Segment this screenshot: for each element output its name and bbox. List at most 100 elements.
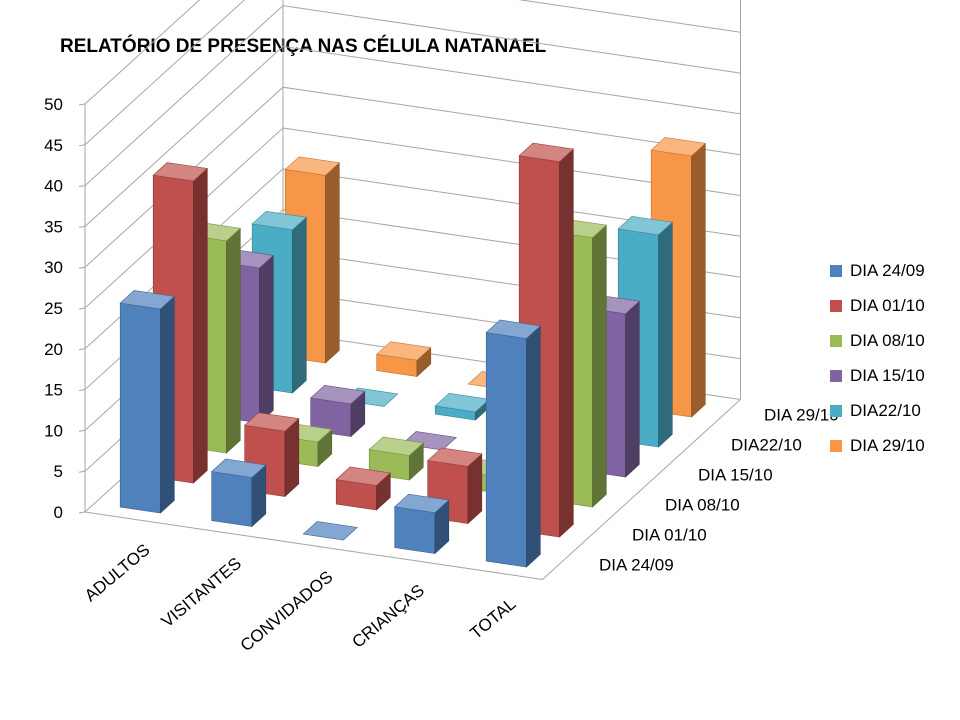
bar-side — [160, 295, 175, 514]
bar-top — [211, 458, 267, 478]
y-tick-label: 50 — [44, 95, 63, 114]
bar-top — [617, 215, 673, 236]
legend-item: DIA 24/09 — [830, 253, 925, 288]
bar-top — [310, 384, 366, 405]
y-tick — [78, 225, 86, 228]
bar-top — [427, 447, 483, 467]
bar-top — [284, 156, 340, 176]
y-tick — [78, 307, 86, 310]
y-tick — [78, 185, 86, 188]
y-tick-label: 35 — [44, 217, 63, 236]
bar-top — [152, 162, 208, 182]
y-tick — [78, 266, 86, 269]
bar-top — [394, 493, 450, 514]
depth-tick-label: DIA 29/10 — [764, 406, 839, 425]
x-tick-label: ADULTOS — [81, 540, 154, 605]
bar — [302, 521, 358, 541]
bar-top — [650, 137, 706, 157]
bar — [119, 290, 175, 514]
bar-top — [368, 436, 424, 456]
depth-tick-label: DIA 15/10 — [698, 466, 773, 485]
bar-side — [592, 224, 607, 508]
depth-tick-label: DIA22/10 — [731, 436, 802, 455]
depth-tick-label: DIA 01/10 — [632, 526, 707, 545]
x-tick-label: VISITANTES — [158, 554, 245, 632]
y-tick-label: 30 — [44, 258, 63, 277]
bar — [394, 493, 450, 555]
legend-item: DIA 08/10 — [830, 323, 925, 358]
y-tick — [78, 144, 86, 147]
bar-top — [335, 466, 391, 486]
bar-front — [119, 302, 161, 514]
bar-top — [518, 142, 574, 163]
x-tick-label: CONVIDADOS — [237, 567, 337, 655]
bar — [310, 384, 366, 438]
floor-edge — [84, 511, 543, 580]
gridline — [84, 5, 741, 186]
y-tick-label: 5 — [54, 462, 63, 481]
legend-label: DIA 15/10 — [850, 365, 925, 385]
y-tick — [78, 348, 86, 351]
legend-label: DIA 01/10 — [850, 295, 925, 315]
bar-top — [251, 210, 307, 231]
y-tick-label: 40 — [44, 177, 63, 196]
depth-tick-label: DIA 08/10 — [665, 496, 740, 515]
bar — [376, 341, 432, 378]
y-tick-label: 25 — [44, 299, 63, 318]
y-tick-label: 15 — [44, 381, 63, 400]
gridline — [84, 0, 201, 105]
bar-front — [211, 471, 253, 527]
bar-side — [193, 167, 208, 484]
legend-item: DIA 15/10 — [830, 358, 925, 393]
x-tick-label: TOTAL — [466, 594, 519, 643]
bar-side — [292, 216, 307, 394]
chart-legend: DIA 24/09 DIA 01/10 DIA 08/10 DIA 15/10 DIA2… — [830, 253, 925, 463]
depth-tick-label: DIA 24/09 — [599, 556, 674, 575]
legend-swatch — [830, 264, 842, 277]
legend-label: DIA 08/10 — [850, 330, 925, 350]
bar-front — [394, 506, 436, 554]
y-tick — [78, 429, 86, 432]
depth-axis-labels: DIA 24/09 DIA 01/10 DIA 08/10 DIA 15/10 DIA2… — [599, 406, 839, 575]
x-tick-label: CRIANÇAS — [348, 581, 428, 652]
y-axis-labels: 0 5 10 15 20 25 30 35 40 45 50 — [44, 95, 86, 522]
floor-edge — [542, 399, 741, 580]
y-tick-label: 45 — [44, 136, 63, 155]
y-tick — [78, 511, 86, 514]
bar-top — [244, 412, 300, 432]
bar-front — [485, 332, 527, 568]
bar — [368, 436, 424, 481]
legend-swatch — [830, 439, 842, 452]
legend-swatch — [830, 334, 842, 347]
bar — [434, 392, 490, 421]
y-tick-label: 20 — [44, 340, 63, 359]
bar-top — [302, 521, 358, 541]
bar-side — [625, 300, 640, 478]
y-tick-label: 0 — [54, 503, 63, 522]
bar-side — [284, 417, 300, 498]
y-tick — [78, 389, 86, 392]
bars — [119, 137, 706, 568]
legend-item: DIA 29/10 — [830, 428, 925, 463]
bar-side — [259, 254, 274, 424]
bar-side — [559, 148, 574, 538]
legend-item: DIA 01/10 — [830, 288, 925, 323]
bar-side — [658, 221, 673, 448]
bar — [211, 458, 267, 528]
bar — [335, 466, 391, 511]
chart-title: RELATÓRIO DE PRESENÇA NAS CÉLULA NATANAE… — [60, 36, 547, 57]
bar-side — [325, 162, 340, 364]
bar-top — [376, 341, 432, 361]
y-tick — [78, 470, 86, 473]
bar-top — [485, 319, 541, 339]
y-tick-label: 10 — [44, 421, 63, 440]
bar-top — [119, 290, 175, 310]
legend-label: DIA22/10 — [850, 400, 921, 420]
legend-swatch — [830, 404, 842, 417]
legend-label: DIA 24/09 — [850, 260, 925, 280]
bar-side — [526, 325, 541, 568]
legend-label: DIA 29/10 — [850, 435, 925, 455]
bar-side — [691, 142, 706, 418]
legend-swatch — [830, 369, 842, 382]
